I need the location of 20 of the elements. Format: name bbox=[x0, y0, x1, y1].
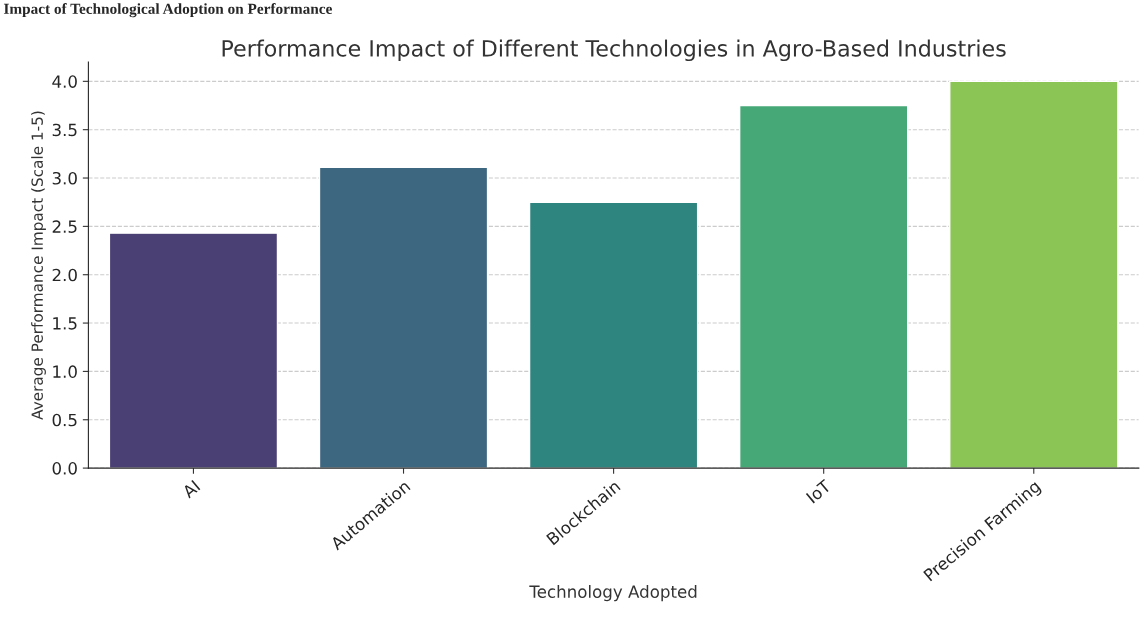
x-tick-label: AI bbox=[181, 479, 201, 499]
chart-title: Performance Impact of Different Technologies in Agro-Based Industries bbox=[222, 39, 1006, 62]
y-tick-label: 3.5 bbox=[52, 123, 77, 137]
y-tick-label: 1.0 bbox=[53, 365, 77, 378]
y-tick-label: 0.5 bbox=[52, 413, 77, 427]
y-tick-label: 4.0 bbox=[52, 75, 77, 88]
y-tick-label: 0.0 bbox=[52, 462, 77, 475]
bar bbox=[738, 104, 909, 469]
x-axis-title: Technology Adopted bbox=[529, 585, 697, 602]
bar bbox=[318, 166, 489, 469]
y-tick-label: 2.0 bbox=[52, 268, 77, 282]
text: Impact of Technological Adoption on Performance bbox=[3, 3, 332, 18]
y-tick-label: 3.0 bbox=[52, 171, 77, 185]
y-axis-title: Average Performance Impact (Scale 1-5) bbox=[31, 111, 46, 420]
bar bbox=[108, 232, 279, 469]
x-tick-label: IoT bbox=[805, 478, 833, 504]
y-tick-label: 2.5 bbox=[52, 220, 77, 233]
bar bbox=[949, 80, 1119, 469]
bar bbox=[528, 201, 699, 469]
y-tick-label: 1.5 bbox=[53, 317, 77, 330]
